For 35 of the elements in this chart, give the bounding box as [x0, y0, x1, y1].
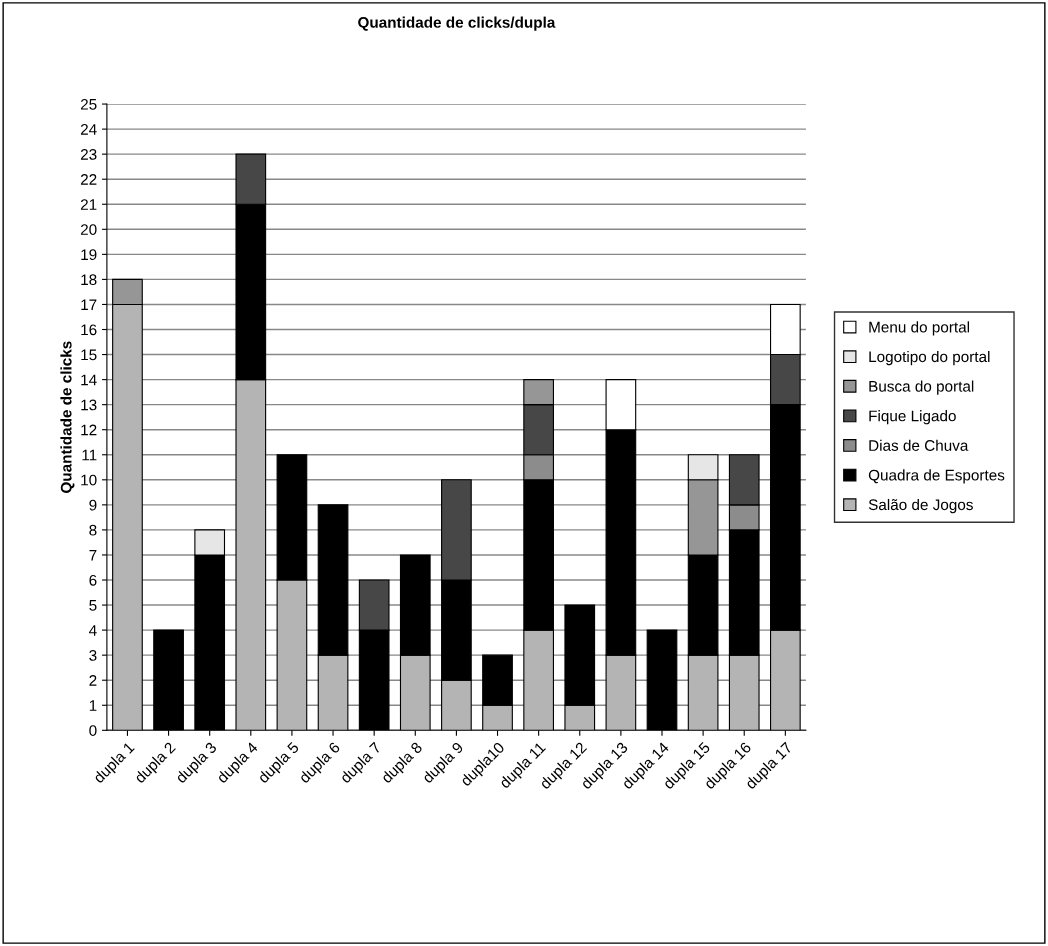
y-tick-label: 6: [89, 574, 97, 586]
y-tick-label: 10: [81, 474, 97, 486]
y-tick-label: 11: [82, 449, 97, 461]
legend-label: Salão de Jogos: [868, 498, 973, 514]
y-tick-label: 13: [81, 399, 97, 411]
y-tick-label: 9: [89, 499, 97, 511]
y-tick-label: 20: [80, 224, 97, 235]
y-tick-label: 25: [80, 98, 97, 110]
y-tick-label: 18: [81, 274, 97, 286]
y-tick-label: 24: [80, 123, 97, 135]
y-tick-label: 4: [89, 625, 97, 636]
y-tick-label: 21: [80, 199, 97, 210]
legend-label: Logotipo do portal: [869, 350, 990, 366]
y-tick-label: 14: [81, 374, 97, 386]
y-tick-label: 15: [81, 349, 97, 361]
y-tick-label: 23: [80, 149, 97, 160]
legend-label: Quadra de Esportes: [868, 469, 1005, 484]
y-tick-label: 5: [89, 600, 97, 611]
y-tick-label: 3: [89, 650, 97, 661]
y-tick-label: 8: [89, 524, 97, 536]
legend-label: Busca do portal: [869, 380, 974, 395]
legend-label: Fique Ligado: [869, 410, 956, 425]
y-tick-label: 2: [89, 675, 97, 686]
y-tick-label: 7: [89, 549, 97, 561]
y-tick-label: 16: [81, 324, 97, 336]
chart-title: Quantidade de clicks/dupla: [358, 16, 556, 31]
y-tick-label: 12: [81, 424, 97, 436]
y-tick-label: 19: [81, 249, 97, 261]
y-tick-label: 1: [89, 700, 97, 711]
y-tick-label: 0: [89, 725, 97, 736]
y-tick-label: 22: [80, 174, 97, 185]
legend-label: Menu do portal: [869, 321, 970, 336]
y-axis-title: Quantidade de clicks: [60, 341, 75, 493]
y-tick-label: 17: [81, 299, 97, 310]
legend-label: Dias de Chuva: [869, 439, 969, 451]
